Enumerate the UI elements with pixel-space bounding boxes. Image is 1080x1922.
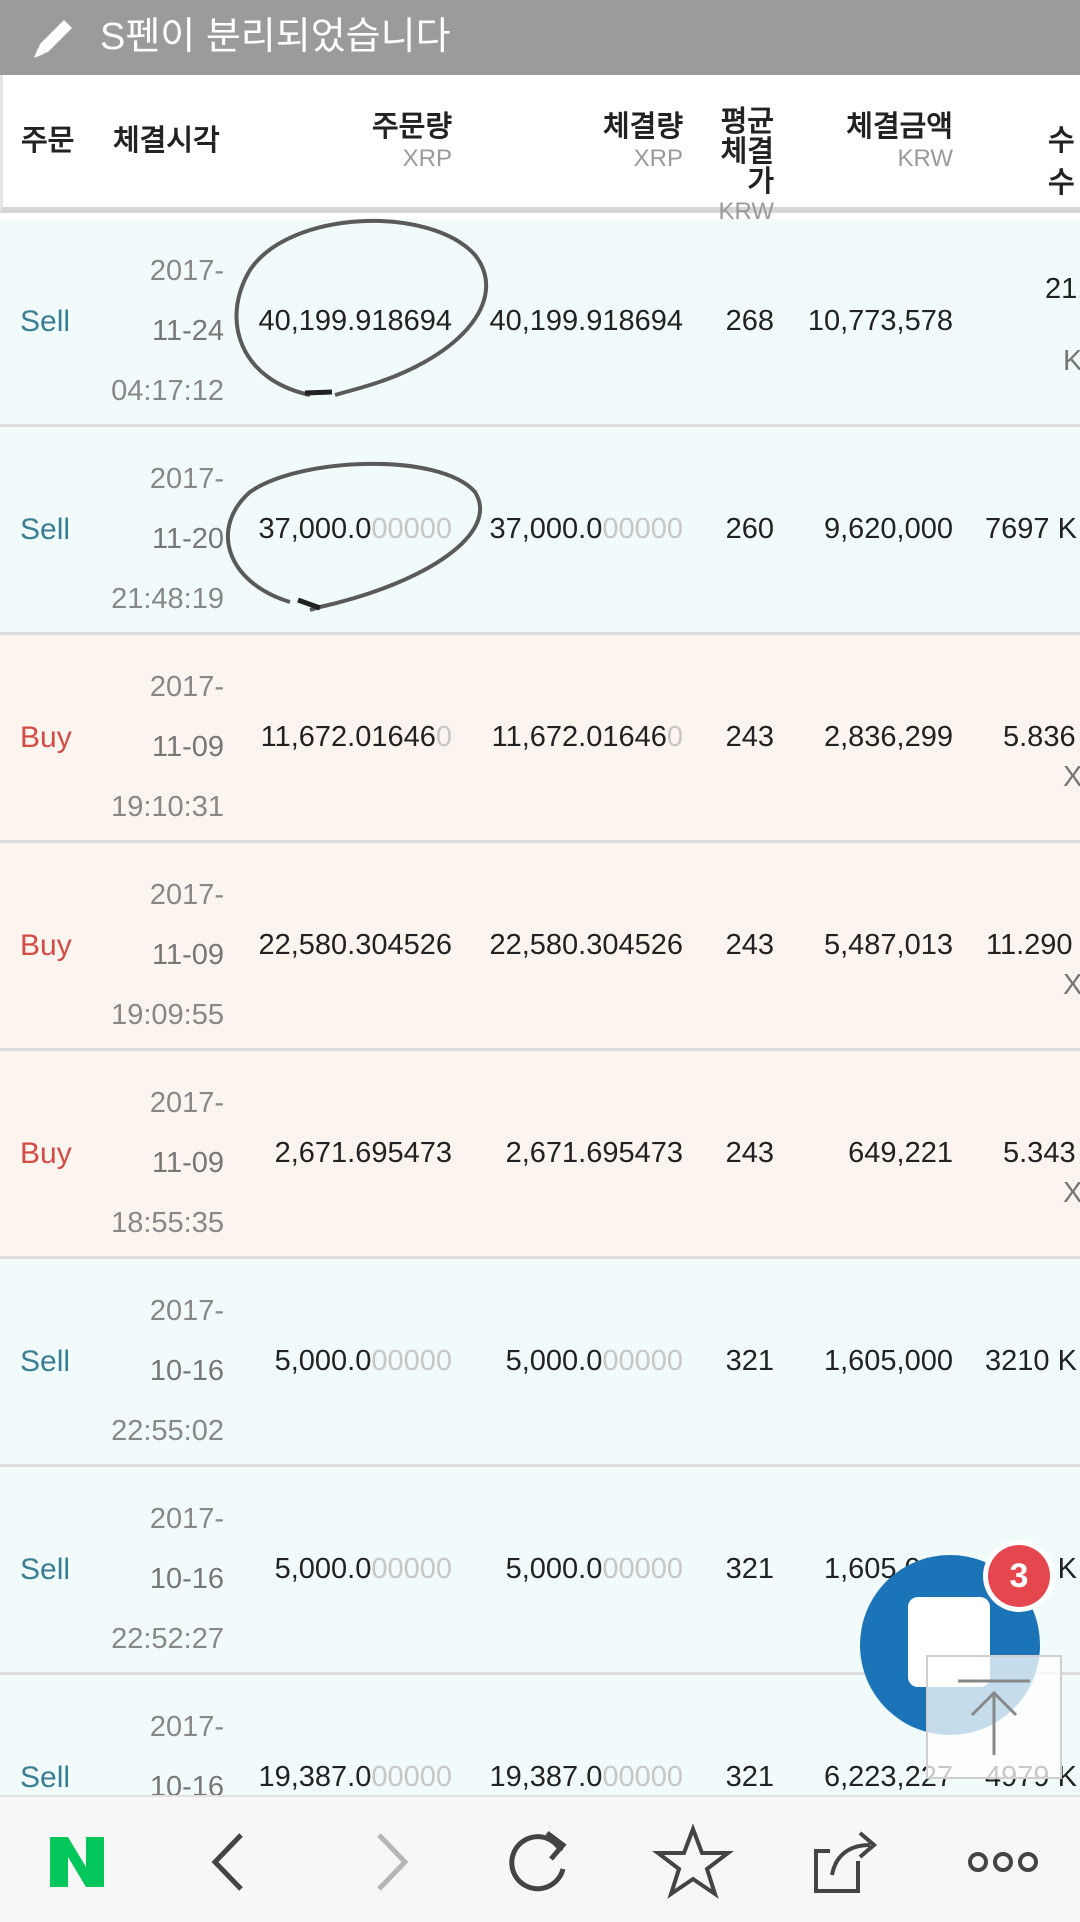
filled-qty: 5,000.000000 [505, 1345, 683, 1377]
table-row[interactable]: Buy 2017- 11-09 18:55:35 2,671.695473 2,67… [0, 1051, 1080, 1259]
filled-amount: 2,836,299 [823, 721, 953, 753]
filled-amount: 649,221 [848, 1137, 953, 1169]
order-qty: 19,387.000000 [258, 1761, 452, 1793]
avg-price: 243 [725, 1137, 774, 1169]
filled-time: 2017- 11-09 19:10:31 [111, 671, 224, 823]
order-qty: 11,672.016460 [260, 721, 452, 753]
avg-price: 260 [725, 513, 774, 545]
filled-time: 2017- 11-20 21:48:19 [111, 463, 224, 615]
more-icon[interactable] [958, 1817, 1048, 1907]
order-side: Sell [20, 1345, 71, 1378]
order-side: Sell [20, 1761, 71, 1794]
spen-banner: S펜이 분리되었습니다 [0, 0, 1080, 75]
forward-icon[interactable] [345, 1817, 435, 1907]
filled-amount: 5,487,013 [823, 929, 953, 961]
column-fee: 수수 [1048, 125, 1075, 199]
filled-qty: 5,000.000000 [505, 1553, 683, 1585]
filled-qty: 37,000.000000 [489, 513, 683, 545]
order-side: Sell [20, 1553, 71, 1586]
notification-badge: 3 [988, 1545, 1050, 1607]
column-filled-amount: 체결금액 KRW [846, 111, 953, 172]
order-side: Buy [20, 721, 72, 754]
filled-amount: 10,773,578 [807, 305, 953, 337]
filled-amount: 9,620,000 [823, 513, 953, 545]
table-row[interactable]: Buy 2017- 11-09 19:09:55 22,580.304526 22,… [0, 843, 1080, 1051]
table-row[interactable]: Sell 2017- 11-24 04:17:12 40,199.918694 40… [0, 219, 1080, 427]
filled-time: 2017- 10-16 22:55:02 [111, 1295, 224, 1447]
filled-time: 2017- 11-09 19:09:55 [111, 879, 224, 1031]
filled-qty: 11,672.016460 [491, 721, 683, 753]
fee-unit: X [1063, 761, 1080, 793]
fee-unit: X [1063, 1177, 1080, 1209]
filled-qty: 22,580.304526 [489, 929, 683, 961]
avg-price: 243 [725, 721, 774, 753]
fee-value: 5.836 [1003, 721, 1076, 753]
fee-value: 5.343 [1003, 1137, 1076, 1169]
filled-time: 2017- 11-24 04:17:12 [111, 255, 224, 407]
share-icon[interactable] [800, 1817, 890, 1907]
order-side: Buy [20, 929, 72, 962]
fee-value: 11.290 [986, 929, 1073, 961]
avg-price: 321 [725, 1553, 774, 1585]
fee-unit: X [1063, 969, 1080, 1001]
column-order-qty: 주문량 XRP [371, 111, 452, 172]
fee-unit: K [1063, 345, 1080, 377]
spen-banner-text: S펜이 분리되었습니다 [100, 16, 451, 58]
filled-amount: 1,605,000 [823, 1345, 953, 1377]
avg-price: 243 [725, 929, 774, 961]
order-qty: 5,000.000000 [274, 1553, 452, 1585]
column-order: 주문 [21, 125, 75, 157]
scroll-to-top-button[interactable] [926, 1655, 1062, 1779]
column-filled-time: 체결시각 [113, 125, 220, 157]
refresh-icon[interactable] [495, 1817, 585, 1907]
order-side: Sell [20, 513, 71, 546]
table-row[interactable]: Sell 2017- 11-20 21:48:19 37,000.000000 37… [0, 427, 1080, 635]
pen-icon [34, 20, 72, 58]
order-qty: 5,000.000000 [274, 1345, 452, 1377]
fee-value: 3210 K [985, 1345, 1077, 1377]
order-qty: 40,199.918694 [258, 305, 452, 337]
avg-price: 268 [725, 305, 774, 337]
table-header: 주문 체결시각 주문량 XRP 체결량 XRP 평균 체결 가 KRW 체결금액… [0, 75, 1080, 225]
filled-time: 2017- 11-09 18:55:35 [111, 1087, 224, 1239]
order-qty: 37,000.000000 [258, 513, 452, 545]
table-row[interactable]: Buy 2017- 11-09 19:10:31 11,672.016460 11,… [0, 635, 1080, 843]
order-side: Buy [20, 1137, 72, 1170]
avg-price: 321 [725, 1345, 774, 1377]
filled-time: 2017- 10-16 22:52:27 [111, 1503, 224, 1655]
column-filled-qty: 체결량 XRP [602, 111, 683, 172]
filled-qty: 40,199.918694 [489, 305, 683, 337]
naver-home-icon[interactable] [32, 1817, 122, 1907]
filled-qty: 19,387.000000 [489, 1761, 683, 1793]
back-icon[interactable] [185, 1817, 275, 1907]
order-side: Sell [20, 305, 71, 338]
order-qty: 22,580.304526 [258, 929, 452, 961]
fee-value: 21. [1045, 273, 1080, 305]
bookmark-star-icon[interactable] [648, 1817, 738, 1907]
table-row[interactable]: Sell 2017- 10-16 22:55:02 5,000.000000 5,0… [0, 1259, 1080, 1467]
order-qty: 2,671.695473 [274, 1137, 452, 1169]
arrow-up-icon [958, 1679, 1030, 1755]
handwritten-circle [234, 218, 488, 397]
avg-price: 321 [725, 1761, 774, 1793]
bottom-navbar [0, 1795, 1080, 1922]
fee-value: 7697 K [985, 513, 1077, 545]
filled-qty: 2,671.695473 [505, 1137, 683, 1169]
handwritten-circle [225, 461, 483, 612]
